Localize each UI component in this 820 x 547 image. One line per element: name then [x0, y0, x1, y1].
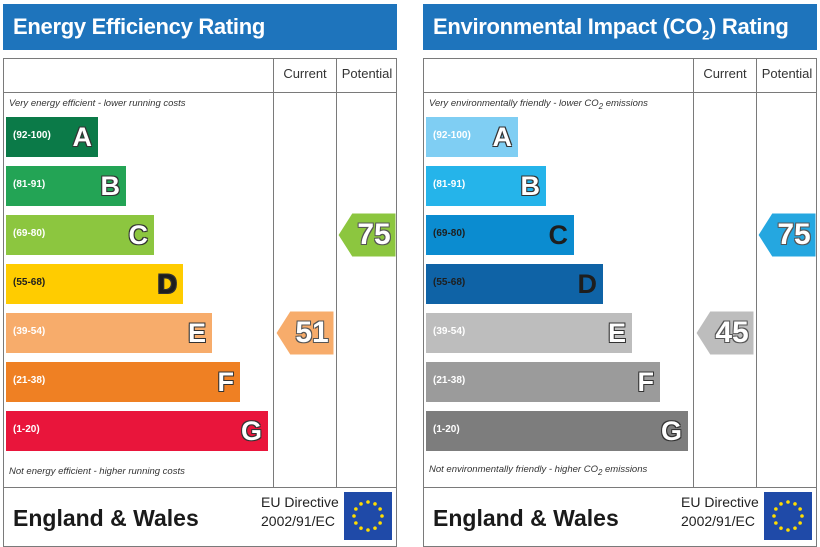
rating-band-b: (81-91) B	[6, 166, 126, 206]
eu-flag-icon	[344, 492, 392, 540]
directive-line1: EU Directive	[261, 494, 339, 510]
bottom-note: Not environmentally friendly - higher CO…	[429, 464, 647, 477]
arrow-left-marker-icon	[696, 311, 754, 355]
footer-border	[3, 488, 4, 547]
current-rating-marker: 51	[276, 311, 334, 355]
band-range-label: (69-80)	[13, 228, 46, 239]
footer-border	[396, 488, 397, 547]
top-note-text: Very environmentally friendly - lower CO	[429, 98, 599, 109]
band-range-label: (81-91)	[433, 179, 466, 190]
band-range-label: (21-38)	[433, 375, 466, 386]
environmental-impact-chart: Environmental Impact (CO2) Rating Curren…	[423, 0, 819, 547]
band-range-label: (69-80)	[433, 228, 466, 239]
energy-efficiency-chart: Energy Efficiency Rating Current Potenti…	[3, 0, 399, 547]
footer-border	[423, 488, 424, 547]
column-divider	[756, 58, 757, 488]
current-rating-value: 45	[715, 316, 749, 349]
top-note-end: emissions	[603, 98, 648, 109]
potential-rating-marker: 75	[758, 213, 816, 257]
bottom-note-subscript: 2	[597, 467, 603, 477]
header-divider	[3, 92, 397, 93]
band-letter: B	[520, 171, 541, 201]
band-letter: D	[577, 269, 598, 299]
potential-column-header: Potential	[341, 66, 393, 81]
band-letter: C	[128, 220, 149, 250]
band-letter: C	[548, 220, 569, 250]
bottom-note-end: emissions	[602, 464, 648, 475]
band-letter: E	[187, 318, 206, 348]
chart-title-text: Environmental Impact (CO	[433, 14, 703, 39]
band-letter: D	[157, 269, 178, 299]
potential-column-header: Potential	[761, 66, 813, 81]
rating-band-c: (69-80) C	[6, 215, 154, 255]
band-range-label: (81-91)	[13, 179, 46, 190]
rating-band-c: (69-80) C	[426, 215, 574, 255]
band-letter: B	[100, 171, 121, 201]
band-range-label: (39-54)	[433, 326, 466, 337]
top-note: Very environmentally friendly - lower CO…	[429, 98, 648, 111]
rating-band-a: (92-100) A	[426, 117, 518, 157]
rating-band-b: (81-91) B	[426, 166, 546, 206]
bottom-note-text: Not environmentally friendly - higher CO	[429, 464, 598, 475]
band-range-label: (92-100)	[433, 130, 471, 141]
column-divider	[336, 58, 337, 488]
eu-directive-label: EU Directive 2002/91/EC	[681, 493, 765, 531]
top-note-subscript: 2	[598, 101, 604, 111]
footer-divider	[3, 487, 397, 488]
band-range-label: (55-68)	[433, 277, 466, 288]
band-range-label: (1-20)	[433, 424, 460, 435]
band-letter: A	[72, 122, 93, 152]
chart-title-end: ) Rating	[709, 14, 789, 39]
rating-band-g: (1-20) G	[6, 411, 268, 451]
rating-band-e: (39-54) E	[426, 313, 632, 353]
band-range-label: (1-20)	[13, 424, 40, 435]
band-letter: F	[217, 367, 235, 397]
rating-band-g: (1-20) G	[426, 411, 688, 451]
band-letter: E	[607, 318, 626, 348]
rating-band-d: (55-68) D	[426, 264, 603, 304]
footer-divider	[423, 487, 817, 488]
band-range-label: (21-38)	[13, 375, 46, 386]
band-letter: F	[637, 367, 655, 397]
band-letter: G	[240, 416, 262, 446]
footer-border	[816, 488, 817, 547]
rating-band-a: (92-100) A	[6, 117, 98, 157]
potential-rating-marker: 75	[338, 213, 396, 257]
rating-band-f: (21-38) F	[426, 362, 660, 402]
current-column-header: Current	[703, 66, 747, 81]
potential-rating-value: 75	[777, 218, 811, 251]
country-label: England & Wales	[13, 505, 199, 531]
country-label: England & Wales	[433, 505, 619, 531]
column-divider	[693, 58, 694, 488]
current-rating-value: 51	[295, 316, 329, 349]
current-rating-marker: 45	[696, 311, 754, 355]
chart-title: Energy Efficiency Rating	[3, 4, 397, 50]
rating-band-e: (39-54) E	[6, 313, 212, 353]
directive-line2: 2002/91/EC	[681, 513, 755, 529]
rating-band-d: (55-68) D	[6, 264, 183, 304]
bottom-note: Not energy efficient - higher running co…	[9, 466, 185, 477]
chart-title: Environmental Impact (CO2) Rating	[423, 4, 817, 50]
current-column-header: Current	[283, 66, 327, 81]
rating-band-f: (21-38) F	[6, 362, 240, 402]
band-letter: G	[660, 416, 682, 446]
directive-line2: 2002/91/EC	[261, 513, 335, 529]
eu-flag-icon	[764, 492, 812, 540]
band-range-label: (55-68)	[13, 277, 46, 288]
eu-directive-label: EU Directive 2002/91/EC	[261, 493, 345, 531]
potential-rating-value: 75	[357, 218, 391, 251]
band-range-label: (39-54)	[13, 326, 46, 337]
column-divider	[273, 58, 274, 488]
top-note: Very energy efficient - lower running co…	[9, 98, 186, 109]
header-divider	[423, 92, 817, 93]
band-range-label: (92-100)	[13, 130, 51, 141]
chart-title-text: Energy Efficiency Rating	[13, 14, 265, 39]
chart-title-subscript: 2	[702, 27, 710, 43]
band-letter: A	[492, 122, 513, 152]
arrow-left-marker-icon	[338, 213, 396, 257]
directive-line1: EU Directive	[681, 494, 759, 510]
arrow-left-marker-icon	[758, 213, 816, 257]
arrow-left-marker-icon	[276, 311, 334, 355]
